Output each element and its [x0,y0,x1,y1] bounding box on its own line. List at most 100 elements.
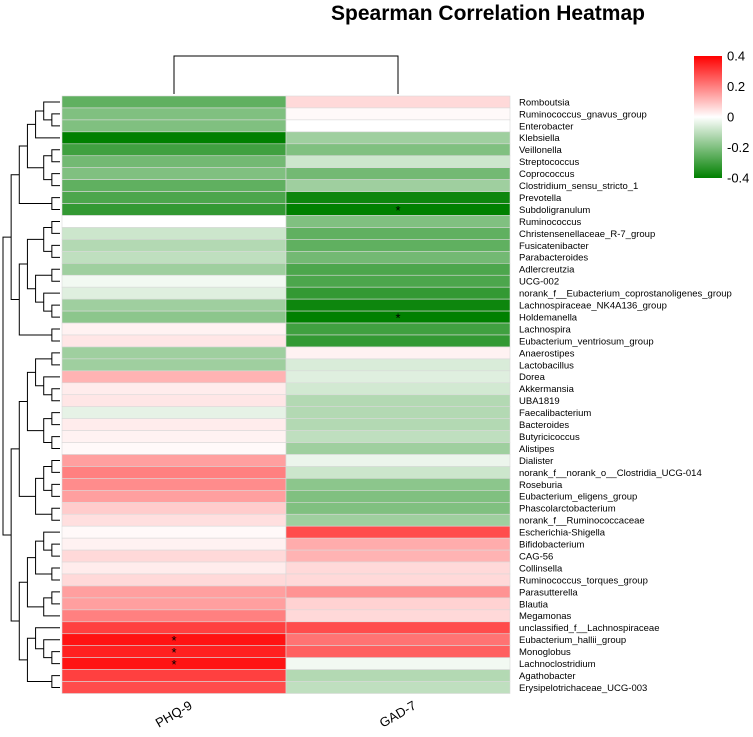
row-dendrogram-branch [51,173,60,187]
significance-markers: ***** [171,203,400,672]
heatmap-cell [61,513,287,527]
colorbar-tick-label: 0 [727,110,734,125]
heatmap-cell [285,298,511,312]
heatmap-cell [61,227,287,240]
heatmap-cell [285,525,511,539]
row-dendrogram-branch [43,226,52,252]
heatmap-cell [61,191,287,204]
row-label: Eubacterium_eligens_group [519,492,637,503]
row-dendrogram-branch [51,328,60,342]
row-label: Adlercreutzia [519,265,575,276]
row-label: Klebsiella [519,133,560,144]
row-label: Butyricicoccus [519,432,580,443]
heatmap-cell [61,370,287,384]
heatmap-cell [61,597,287,611]
significance-star: * [171,633,176,648]
column-label: PHQ-9 [153,698,195,731]
heatmap-cell [61,334,287,348]
row-dendrogram-branch [43,639,60,659]
row-dendrogram-branch [51,591,60,605]
significance-star: * [395,311,400,326]
heatmap-cell [61,501,287,515]
heatmap-cell [285,561,511,575]
row-label: Ruminococcus_torques_group [519,575,648,586]
row-dendrogram-branch [51,113,60,127]
heatmap-cell [285,418,511,431]
row-label: Ruminococcus [519,217,582,228]
row-dendrogram-branch [26,371,44,432]
heatmap-cell [285,274,511,288]
heatmap-cell [61,346,287,360]
row-label: Erysipelotrichaceae_UCG-003 [519,683,647,694]
heatmap-cell [61,537,287,551]
row-label: Dialister [519,456,553,467]
row-label: Blautia [519,599,549,610]
row-label: Akkermansia [519,384,575,395]
heatmap-cell [61,621,287,635]
heatmap-cell [61,454,287,467]
row-dendrogram-branch [18,145,52,205]
heatmap-cell [285,621,511,635]
row-label: Dorea [519,372,546,383]
row-dendrogram-branch [51,304,60,318]
row-dendrogram-branch [51,651,60,665]
heatmap-cell [285,394,511,407]
heatmap-cell [61,406,287,419]
row-labels: RomboutsiaRuminococcus_gnavus_groupEnter… [519,97,732,694]
heatmap-cell [285,119,511,133]
row-dendrogram-branch [51,675,60,689]
heatmap-cell [61,573,287,587]
heatmap-cell [61,561,287,575]
row-label: Anaerostipes [519,348,575,359]
heatmap-cell [285,490,511,503]
significance-star: * [171,657,176,672]
heatmap-cell [285,573,511,587]
heatmap-cell [61,155,287,168]
row-dendrogram [2,101,60,689]
significance-star: * [171,645,176,660]
row-dendrogram-branch [51,459,60,473]
heatmap-cell [285,406,511,419]
heatmap-cell [285,239,511,252]
heatmap-cell [285,107,511,121]
row-dendrogram-branch [43,292,60,312]
heatmap-cell [285,251,511,264]
row-dendrogram-branch [10,174,20,301]
row-dendrogram-branch [51,543,60,557]
heatmap-cell [285,669,511,682]
row-dendrogram-branch [51,220,60,234]
heatmap-cell [285,131,511,145]
row-dendrogram-branch [51,352,60,366]
colorbar-tick-label: -0.2 [727,140,749,155]
heatmap-cell [285,262,511,276]
heatmap-cell [285,227,511,240]
heatmap-cell [285,501,511,515]
column-dendrogram-branch [173,55,399,94]
row-label: Alistipes [519,444,555,455]
row-label: Eubacterium_hallii_group [519,635,626,646]
row-label: Monoglobus [519,647,571,658]
heatmap-cell [61,131,287,145]
row-label: Agathobacter [519,671,576,682]
row-label: Escherichia-Shigella [519,528,606,539]
heatmap-cell [285,95,511,109]
row-dendrogram-branch [26,238,44,290]
row-dendrogram-branch [51,436,60,450]
row-dendrogram-branch [2,236,12,536]
row-dendrogram-branch [35,110,60,139]
heatmap-cell [285,442,511,455]
row-label: Collinsella [519,563,563,574]
column-labels: PHQ-9 GAD-7 [153,698,419,731]
heatmap-cells [61,95,511,694]
row-dendrogram-branch [18,581,28,661]
heatmap-cell [61,298,287,312]
row-dendrogram-branch [51,244,60,258]
row-label: CAG-56 [519,551,553,562]
row-label: Clostridium_sensu_stricto_1 [519,181,638,192]
colorbar-gradient [694,56,722,178]
row-label: norank_f__Ruminococcaceae [519,516,645,527]
colorbar-tick-label: 0.2 [727,79,745,94]
row-dendrogram-branch [43,597,60,617]
heatmap-cell [285,143,511,157]
heatmap-cell [285,430,511,443]
